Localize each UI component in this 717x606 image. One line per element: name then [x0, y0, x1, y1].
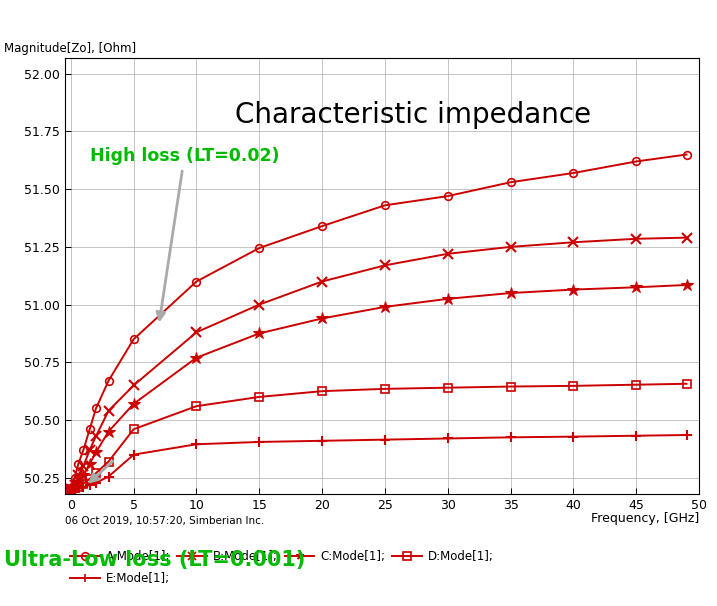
D:Mode[1]; — [192, 402, 201, 410]
D:Mode[1]; — [318, 387, 326, 395]
Line: D:Mode[1];: D:Mode[1]; — [67, 380, 690, 493]
C:Mode[1]; — [569, 286, 578, 293]
E:Mode[1]; — [79, 484, 87, 491]
Line: C:Mode[1];: C:Mode[1]; — [65, 279, 693, 496]
Line: A:Mode[1];: A:Mode[1]; — [67, 151, 690, 493]
Text: High loss (LT=0.02): High loss (LT=0.02) — [90, 147, 279, 319]
D:Mode[1]; — [129, 425, 138, 433]
D:Mode[1]; — [255, 393, 264, 401]
Legend: E:Mode[1];: E:Mode[1]; — [70, 572, 170, 585]
B:Mode[1]; — [255, 301, 264, 308]
C:Mode[1]; — [632, 284, 640, 291]
E:Mode[1]; — [192, 441, 201, 448]
B:Mode[1]; — [381, 262, 389, 269]
D:Mode[1]; — [569, 382, 578, 390]
B:Mode[1]; — [67, 485, 75, 493]
A:Mode[1]; — [92, 405, 100, 412]
Text: Characteristic impedance: Characteristic impedance — [235, 101, 592, 129]
D:Mode[1]; — [92, 470, 100, 477]
D:Mode[1]; — [79, 480, 87, 487]
D:Mode[1]; — [381, 385, 389, 393]
A:Mode[1]; — [79, 447, 87, 454]
B:Mode[1]; — [74, 472, 82, 479]
B:Mode[1]; — [318, 278, 326, 285]
Line: B:Mode[1];: B:Mode[1]; — [66, 233, 691, 494]
C:Mode[1]; — [104, 428, 113, 435]
C:Mode[1]; — [79, 472, 87, 479]
B:Mode[1]; — [444, 250, 452, 258]
B:Mode[1]; — [682, 234, 690, 241]
B:Mode[1]; — [192, 328, 201, 336]
D:Mode[1]; — [74, 484, 82, 491]
D:Mode[1]; — [85, 475, 94, 482]
E:Mode[1]; — [318, 437, 326, 444]
A:Mode[1]; — [381, 202, 389, 209]
B:Mode[1]; — [70, 481, 79, 488]
E:Mode[1]; — [569, 433, 578, 441]
D:Mode[1]; — [506, 383, 515, 390]
C:Mode[1]; — [85, 460, 94, 467]
E:Mode[1]; — [381, 436, 389, 443]
A:Mode[1]; — [85, 425, 94, 433]
B:Mode[1]; — [104, 407, 113, 415]
A:Mode[1]; — [74, 460, 82, 467]
B:Mode[1]; — [79, 462, 87, 470]
Text: 06 Oct 2019, 10:57:20, Simberian Inc.: 06 Oct 2019, 10:57:20, Simberian Inc. — [65, 516, 264, 527]
C:Mode[1]; — [381, 303, 389, 310]
C:Mode[1]; — [682, 281, 690, 288]
E:Mode[1]; — [682, 431, 690, 439]
D:Mode[1]; — [682, 380, 690, 387]
E:Mode[1]; — [74, 484, 82, 491]
E:Mode[1]; — [129, 451, 138, 458]
B:Mode[1]; — [569, 239, 578, 246]
E:Mode[1]; — [506, 434, 515, 441]
E:Mode[1]; — [67, 485, 75, 493]
B:Mode[1]; — [632, 235, 640, 242]
A:Mode[1]; — [506, 179, 515, 186]
B:Mode[1]; — [129, 382, 138, 389]
A:Mode[1]; — [70, 474, 79, 481]
C:Mode[1]; — [92, 448, 100, 456]
C:Mode[1]; — [129, 400, 138, 407]
A:Mode[1]; — [632, 158, 640, 165]
Line: E:Mode[1];: E:Mode[1]; — [66, 430, 691, 494]
B:Mode[1]; — [85, 447, 94, 454]
C:Mode[1]; — [444, 295, 452, 302]
D:Mode[1]; — [104, 458, 113, 465]
C:Mode[1]; — [74, 479, 82, 486]
A:Mode[1]; — [104, 377, 113, 384]
A:Mode[1]; — [682, 151, 690, 158]
B:Mode[1]; — [506, 243, 515, 250]
E:Mode[1]; — [632, 432, 640, 439]
D:Mode[1]; — [444, 384, 452, 391]
D:Mode[1]; — [632, 381, 640, 388]
A:Mode[1]; — [67, 485, 75, 493]
E:Mode[1]; — [92, 479, 100, 487]
E:Mode[1]; — [104, 473, 113, 480]
C:Mode[1]; — [67, 485, 75, 493]
C:Mode[1]; — [318, 315, 326, 322]
C:Mode[1]; — [70, 484, 79, 491]
C:Mode[1]; — [506, 290, 515, 297]
B:Mode[1]; — [92, 433, 100, 440]
A:Mode[1]; — [255, 244, 264, 251]
A:Mode[1]; — [318, 222, 326, 230]
A:Mode[1]; — [192, 278, 201, 285]
Text: Magnitude[Zo], [Ohm]: Magnitude[Zo], [Ohm] — [4, 42, 136, 55]
C:Mode[1]; — [192, 354, 201, 361]
E:Mode[1]; — [70, 485, 79, 493]
Text: Frequency, [GHz]: Frequency, [GHz] — [591, 512, 699, 525]
E:Mode[1]; — [255, 438, 264, 445]
E:Mode[1]; — [444, 435, 452, 442]
D:Mode[1]; — [67, 485, 75, 493]
Text: Ultra-Low loss (LT=0.001): Ultra-Low loss (LT=0.001) — [4, 550, 305, 570]
A:Mode[1]; — [569, 169, 578, 176]
E:Mode[1]; — [85, 482, 94, 489]
A:Mode[1]; — [129, 336, 138, 343]
A:Mode[1]; — [444, 193, 452, 200]
C:Mode[1]; — [255, 330, 264, 337]
D:Mode[1]; — [70, 484, 79, 491]
